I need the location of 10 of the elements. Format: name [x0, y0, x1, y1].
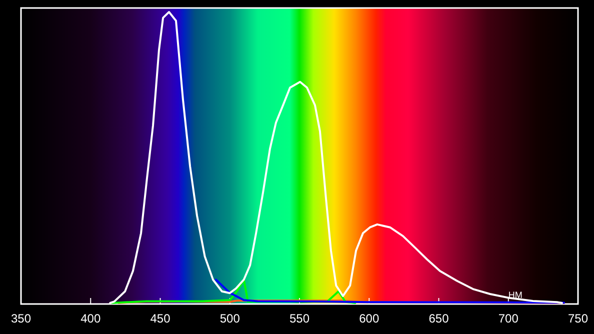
x-tick-label: 650	[428, 312, 450, 326]
x-tick-label: 400	[80, 312, 101, 326]
x-tick-label: 350	[10, 312, 32, 326]
x-axis-title: НМ	[508, 290, 522, 300]
x-tick-label: 450	[150, 312, 171, 326]
x-tick-label: 600	[359, 312, 380, 326]
x-tick-label: 750	[568, 312, 588, 326]
x-tick-label: 550	[289, 312, 310, 326]
x-tick-label: 700	[498, 312, 519, 326]
x-tick-label: 500	[220, 312, 240, 326]
